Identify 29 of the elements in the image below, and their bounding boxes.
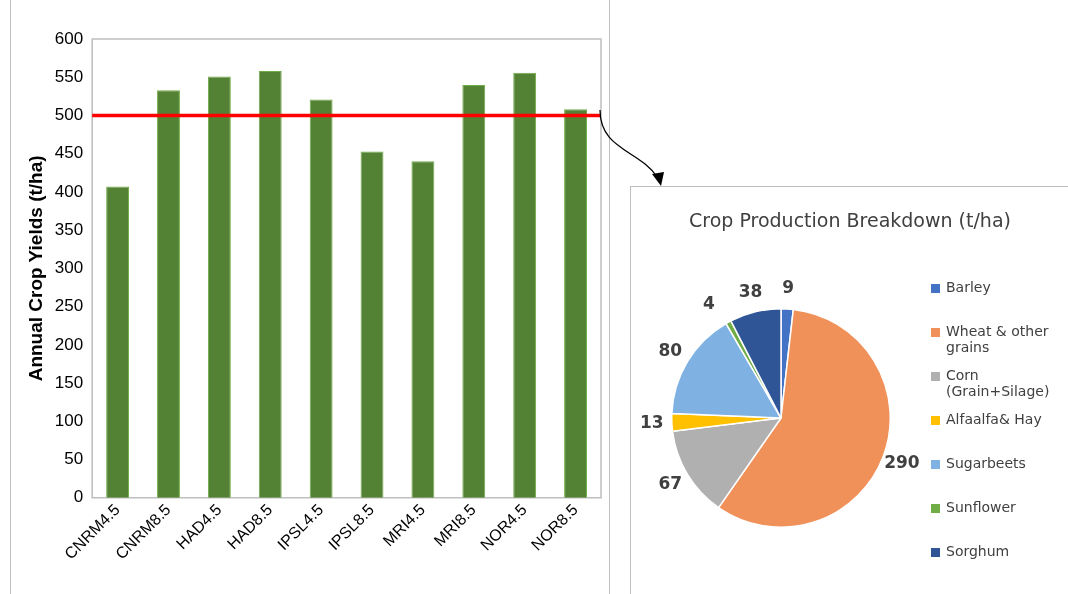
- y-tick-label: 400: [54, 181, 84, 201]
- y-tick-label: 100: [54, 410, 84, 430]
- y-tick-label: 500: [54, 105, 84, 125]
- legend-label: Alfaalfa& Hay: [946, 411, 1042, 427]
- y-tick-label: 0: [73, 487, 84, 507]
- data-label: 9: [782, 277, 795, 298]
- legend-label: Barley: [946, 279, 991, 295]
- y-tick-label: 450: [54, 143, 84, 163]
- data-label: 38: [738, 280, 763, 301]
- y-axis-title: Annual Crop Yields (t/ha): [24, 155, 46, 382]
- legend-label: Sugarbeets: [946, 455, 1026, 471]
- data-label: 290: [884, 452, 920, 473]
- legend-label: Sorghum: [946, 543, 1010, 559]
- data-label: 13: [640, 411, 664, 432]
- data-label: 67: [658, 473, 683, 494]
- y-tick-label: 250: [54, 296, 84, 316]
- data-label: 4: [702, 293, 715, 314]
- chart-title: Crop Production Breakdown (t/ha): [688, 209, 1012, 231]
- data-label: 80: [658, 339, 683, 360]
- legend-label: Wheat & other grains: [946, 323, 1050, 355]
- y-tick-label: 350: [54, 219, 84, 239]
- y-tick-label: 300: [54, 258, 84, 278]
- y-tick-label: 150: [54, 372, 84, 392]
- legend-label: Sunflower: [946, 499, 1016, 515]
- y-tick-label: 200: [54, 334, 84, 354]
- y-tick-label: 600: [54, 28, 84, 48]
- legend-label: Corn (Grain+Silage): [946, 367, 1051, 399]
- y-tick-label: 50: [64, 449, 84, 469]
- y-tick-label: 550: [54, 66, 84, 86]
